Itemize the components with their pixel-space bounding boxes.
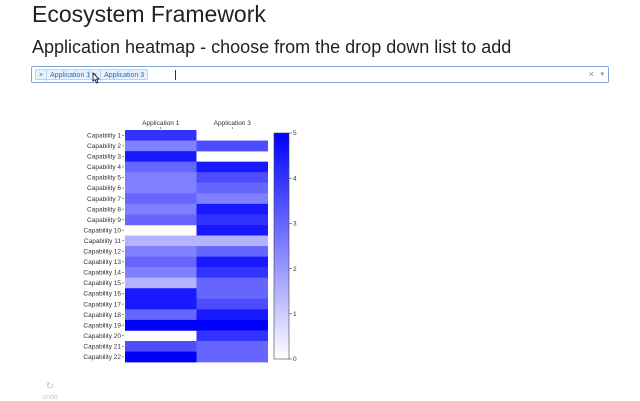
heatmap-cell[interactable] bbox=[196, 341, 269, 352]
row-label: Capability 16 bbox=[83, 291, 121, 298]
heatmap-cell[interactable] bbox=[125, 130, 197, 141]
heatmap-cell[interactable] bbox=[196, 161, 269, 173]
heatmap-cell[interactable] bbox=[125, 351, 197, 363]
row-label: Capability 4 bbox=[87, 164, 121, 171]
heatmap-cell[interactable] bbox=[196, 172, 269, 184]
row-label: Capability 3 bbox=[87, 154, 121, 161]
row-label: Capability 8 bbox=[87, 206, 121, 213]
heatmap-cell[interactable] bbox=[196, 298, 269, 310]
row-label: Capability 22 bbox=[83, 354, 121, 361]
undo-icon: ↻ bbox=[45, 381, 55, 392]
row-label: Capability 15 bbox=[83, 280, 121, 287]
heatmap-cell[interactable] bbox=[196, 267, 269, 278]
heatmap-cell[interactable] bbox=[196, 309, 269, 321]
heatmap-cell[interactable] bbox=[125, 151, 197, 162]
heatmap-cell[interactable] bbox=[196, 256, 269, 268]
mouse-pointer-icon bbox=[92, 72, 100, 84]
heatmap-cell[interactable] bbox=[196, 288, 269, 300]
row-label: Capability 13 bbox=[83, 259, 121, 266]
row-label: Capability 7 bbox=[87, 196, 121, 203]
heatmap-cell[interactable] bbox=[125, 235, 197, 247]
undo-button[interactable]: ↻ undo bbox=[40, 376, 60, 401]
heatmap-cell[interactable] bbox=[125, 341, 197, 352]
row-label: Capability 19 bbox=[83, 322, 121, 329]
colorbar-tick-label: 1 bbox=[293, 311, 297, 318]
row-label: Capability 20 bbox=[83, 333, 121, 340]
colorbar-tick-label: 3 bbox=[293, 221, 297, 228]
heatmap-cell[interactable] bbox=[196, 351, 269, 363]
heatmap-cell[interactable] bbox=[196, 140, 269, 152]
row-label: Capability 18 bbox=[83, 312, 121, 319]
row-label: Capability 9 bbox=[87, 217, 121, 224]
heatmap-cell[interactable] bbox=[196, 182, 269, 194]
heatmap-cell[interactable] bbox=[196, 214, 269, 226]
heatmap-cell[interactable] bbox=[196, 193, 269, 205]
heatmap-cell[interactable] bbox=[125, 172, 197, 184]
row-label: Capability 6 bbox=[87, 185, 121, 192]
heatmap-cell[interactable] bbox=[196, 203, 269, 215]
heatmap-cell[interactable] bbox=[125, 246, 197, 257]
selected-tag-label: Application 3 bbox=[104, 72, 145, 79]
colorbar-tick-label: 0 bbox=[293, 356, 297, 363]
heatmap-cell[interactable] bbox=[196, 277, 269, 289]
remove-tag-icon[interactable]: × bbox=[36, 70, 48, 81]
heatmap-cell[interactable] bbox=[125, 182, 197, 194]
heatmap-cell[interactable] bbox=[125, 203, 197, 215]
row-label: Capability 10 bbox=[83, 227, 121, 234]
heatmap-cell[interactable] bbox=[125, 288, 197, 300]
heatmap-cell[interactable] bbox=[196, 235, 269, 247]
heatmap-cell[interactable] bbox=[125, 161, 197, 173]
heatmap-cell[interactable] bbox=[125, 193, 197, 205]
heatmap-cell[interactable] bbox=[125, 267, 197, 278]
row-label: Capability 21 bbox=[83, 343, 121, 350]
column-label: Application 3 bbox=[214, 120, 252, 127]
heatmap-cell[interactable] bbox=[125, 277, 197, 289]
heatmap-cell[interactable] bbox=[125, 298, 197, 310]
heatmap-cell[interactable] bbox=[196, 224, 269, 236]
text-cursor bbox=[175, 70, 176, 80]
page-title: Ecosystem Framework bbox=[32, 1, 266, 27]
colorbar-tick-label: 5 bbox=[293, 130, 297, 137]
undo-label: undo bbox=[42, 394, 58, 401]
row-label: Capability 12 bbox=[83, 249, 121, 256]
row-label: Capability 11 bbox=[84, 238, 121, 245]
row-label: Capability 5 bbox=[87, 175, 121, 182]
heatmap-cell[interactable] bbox=[125, 319, 197, 331]
chevron-down-icon[interactable]: ▾ bbox=[600, 71, 604, 78]
colorbar-tick-label: 4 bbox=[293, 175, 297, 182]
heatmap-cell[interactable] bbox=[196, 246, 269, 257]
selected-tag-label: Application 1 bbox=[50, 72, 91, 79]
heatmap-cell[interactable] bbox=[125, 256, 197, 268]
heatmap-cell[interactable] bbox=[125, 309, 197, 321]
colorbar-tick-label: 2 bbox=[293, 266, 297, 273]
row-label: Capability 17 bbox=[83, 301, 121, 308]
heatmap-cell[interactable] bbox=[196, 319, 269, 331]
column-label: Application 1 bbox=[142, 120, 180, 127]
heatmap-cell[interactable] bbox=[196, 330, 269, 342]
row-label: Capability 1 bbox=[87, 132, 121, 139]
page-subtitle: Application heatmap - choose from the dr… bbox=[32, 37, 512, 57]
row-label: Capability 2 bbox=[87, 143, 121, 150]
colorbar bbox=[273, 132, 290, 360]
heatmap-cell[interactable] bbox=[125, 214, 197, 226]
clear-all-icon[interactable]: × bbox=[588, 69, 594, 79]
row-label: Capability 14 bbox=[83, 270, 121, 277]
heatmap-cell[interactable] bbox=[125, 140, 197, 152]
